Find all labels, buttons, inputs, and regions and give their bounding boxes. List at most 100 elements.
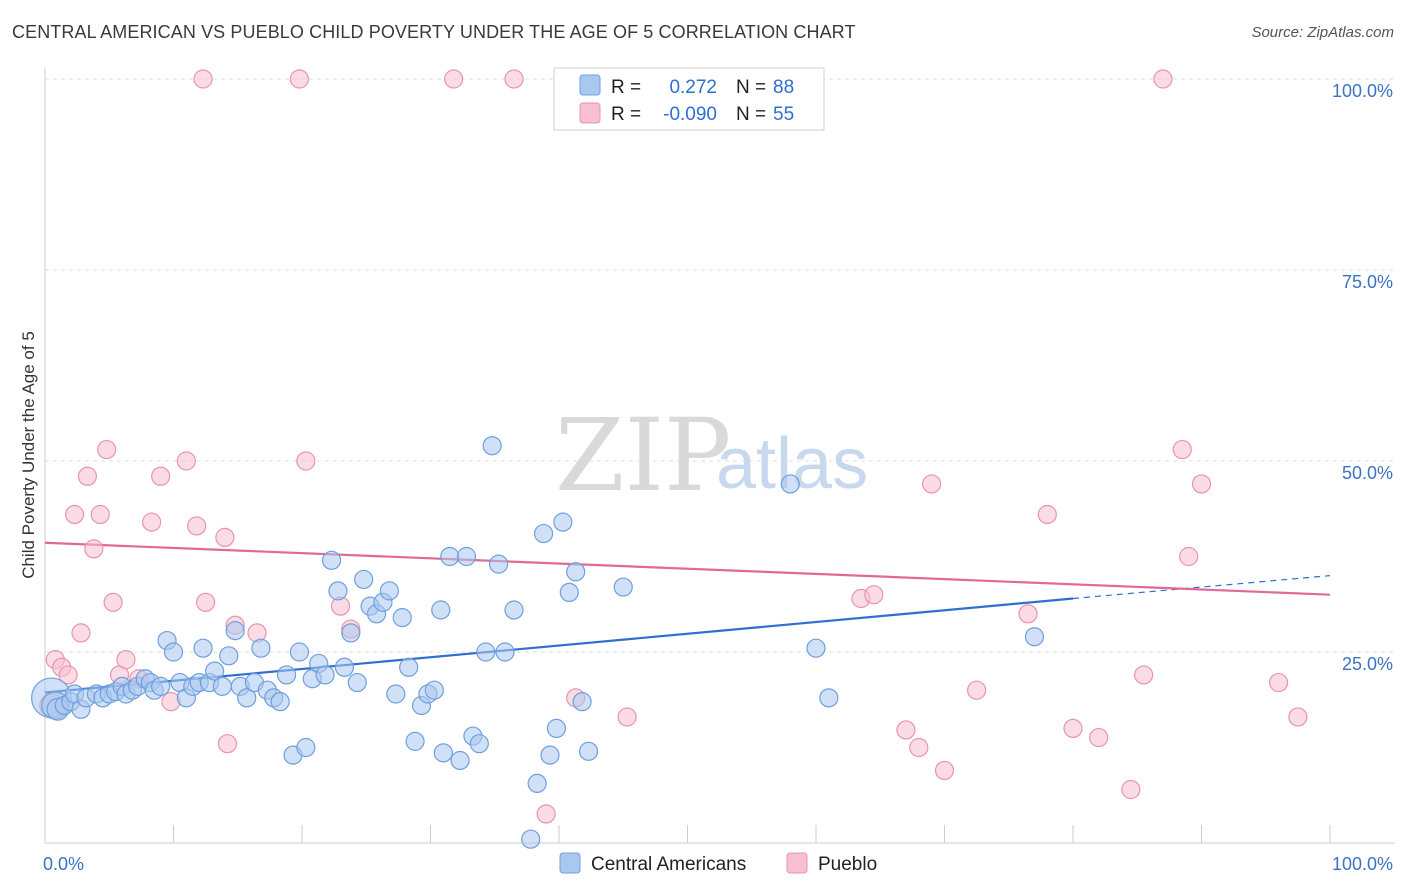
pueblo-point	[934, 760, 955, 781]
y-tick-label: 100.0%	[1332, 81, 1393, 101]
pueblo-point	[151, 466, 171, 486]
pueblo-point	[1172, 439, 1192, 460]
pueblo-point	[922, 474, 942, 494]
pueblo-point	[909, 737, 929, 758]
pueblo-point	[103, 592, 123, 612]
central-americans-point	[386, 684, 406, 704]
central-americans-point	[559, 582, 579, 603]
central-americans-point	[431, 600, 451, 620]
legend-n-label: N =	[736, 104, 766, 125]
pueblo-point	[176, 451, 196, 471]
central-americans-point	[489, 554, 509, 574]
central-americans-point	[819, 688, 839, 708]
central-americans-point	[193, 638, 213, 658]
central-americans-point	[328, 581, 348, 601]
central-americans-point	[251, 638, 271, 658]
central-americans-point	[379, 581, 399, 601]
central-americans-point	[572, 692, 592, 712]
source-credit: Source: ZipAtlas.com	[1251, 24, 1394, 41]
pueblo-point	[193, 69, 213, 89]
pueblo-point	[504, 69, 524, 89]
pueblo-point	[215, 527, 235, 548]
pueblo-point	[536, 804, 556, 824]
central-americans-point	[806, 638, 826, 658]
legend-r-label: R =	[611, 104, 641, 125]
pueblo-trend-line	[44, 541, 1331, 596]
series-legend: Central Americans Pueblo	[559, 852, 877, 875]
pueblo-point	[896, 720, 916, 740]
central-americans-point	[347, 672, 367, 693]
pueblo-point	[296, 451, 316, 471]
central-americans-point	[212, 676, 232, 696]
central-americans-point	[433, 743, 453, 763]
pueblo-point	[967, 680, 987, 700]
central-americans-point	[540, 745, 560, 765]
central-americans-point	[424, 680, 444, 700]
central-americans-point	[219, 646, 239, 666]
central-americans-point	[315, 665, 335, 685]
pueblo-point	[58, 665, 78, 685]
central-americans-point	[504, 600, 524, 620]
pueblo-point	[1089, 727, 1109, 748]
central-americans-point	[289, 642, 310, 662]
central-americans-point	[296, 737, 316, 758]
legend-swatch-blue	[579, 74, 601, 96]
central-americans-point	[527, 773, 547, 794]
central-americans-point	[482, 436, 502, 456]
central-americans-point	[476, 642, 496, 662]
central-americans-point	[1024, 627, 1045, 647]
pueblo-point	[217, 734, 238, 754]
central-americans-trend-extension	[1072, 575, 1331, 600]
central-americans-point	[469, 734, 489, 754]
pueblo-point	[1288, 707, 1308, 727]
pueblo-point	[1018, 604, 1038, 624]
central-americans-point	[613, 577, 633, 597]
legend-r-label: R =	[611, 77, 641, 98]
pueblo-point	[617, 707, 637, 727]
pueblo-point	[97, 439, 117, 460]
pueblo-points	[39, 69, 1308, 824]
central-americans-point	[456, 546, 477, 567]
pueblo-point	[1063, 718, 1083, 739]
gridlines	[45, 78, 1395, 653]
legend-label-central-americans: Central Americans	[591, 854, 746, 875]
central-americans-point	[405, 731, 425, 751]
legend-swatch-pink	[579, 102, 601, 124]
central-americans-point	[533, 523, 554, 544]
central-americans-point	[553, 512, 573, 532]
central-americans-point	[163, 642, 184, 662]
central-americans-points	[31, 436, 1045, 849]
y-tick-labels: 25.0% 50.0% 75.0% 100.0%	[1332, 81, 1393, 674]
pueblo-point	[64, 504, 85, 525]
pueblo-point	[1191, 474, 1212, 494]
pueblo-point	[444, 69, 464, 89]
central-americans-point	[334, 657, 355, 677]
pueblo-point	[1179, 546, 1199, 567]
central-americans-point	[578, 741, 599, 761]
y-tick-label: 50.0%	[1342, 463, 1393, 483]
legend-n-value: 88	[773, 77, 794, 98]
central-americans-point	[321, 550, 342, 570]
legend-swatch-pueblo	[786, 852, 808, 874]
y-axis-label: Child Poverty Under the Age of 5	[19, 331, 38, 579]
pueblo-point	[1153, 69, 1173, 89]
central-americans-point	[780, 474, 800, 494]
central-americans-point	[450, 750, 470, 771]
pueblo-point	[142, 512, 162, 532]
central-americans-point	[521, 829, 541, 849]
legend-swatch-central-americans	[559, 852, 581, 874]
central-americans-point	[225, 621, 245, 641]
central-americans-point	[237, 688, 257, 708]
pueblo-point	[196, 592, 216, 612]
y-tick-label: 25.0%	[1342, 654, 1393, 674]
legend-r-value: -0.090	[663, 104, 717, 125]
watermark-zip: ZIP	[555, 397, 731, 514]
stats-legend: R = 0.272 N = 88 R = -0.090 N = 55	[553, 67, 825, 131]
pueblo-point	[90, 504, 110, 525]
legend-label-pueblo: Pueblo	[818, 854, 877, 875]
pueblo-point	[1037, 504, 1057, 525]
pueblo-point	[1134, 665, 1154, 685]
central-americans-point	[205, 661, 225, 681]
legend-n-label: N =	[736, 77, 766, 98]
